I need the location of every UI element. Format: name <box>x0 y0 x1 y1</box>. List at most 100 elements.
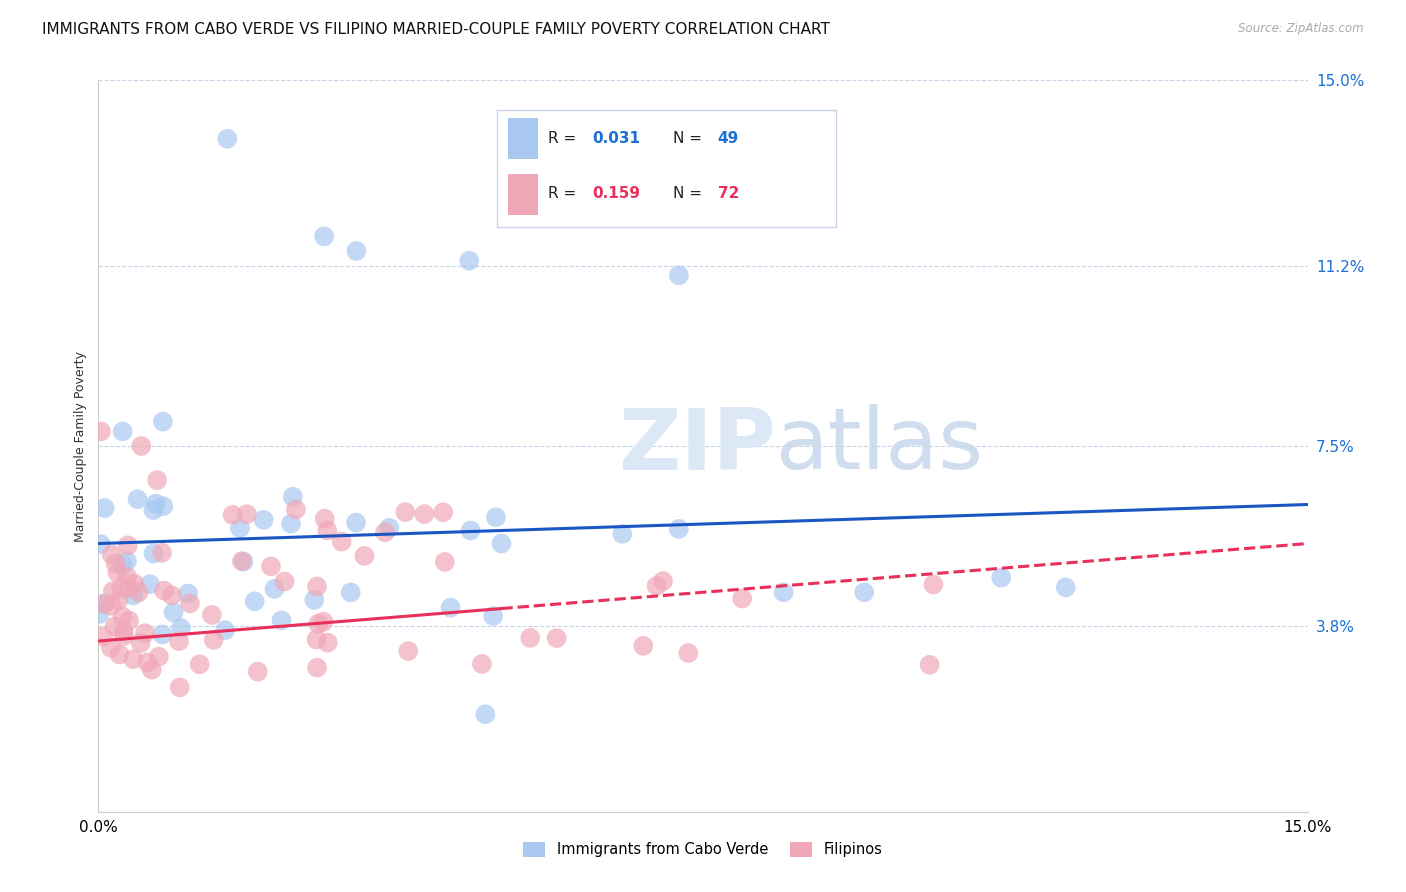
Point <box>152 499 174 513</box>
Point <box>231 554 253 568</box>
Point <box>374 525 396 540</box>
Point <box>652 574 675 588</box>
Point <box>280 516 302 531</box>
Point <box>91 630 114 644</box>
Point <box>115 554 138 568</box>
Point <box>344 244 367 258</box>
Point <box>122 589 145 603</box>
Point <box>260 559 283 574</box>
Point <box>304 593 326 607</box>
Point <box>612 526 634 541</box>
Point <box>232 555 254 569</box>
Point <box>990 571 1012 585</box>
Point <box>439 600 461 615</box>
Point <box>117 538 139 552</box>
Point <box>312 615 335 629</box>
Point <box>253 513 276 527</box>
Point <box>167 634 190 648</box>
Point <box>104 557 127 571</box>
Point <box>91 597 114 611</box>
Point <box>314 229 336 244</box>
Point <box>118 581 141 595</box>
Point <box>339 585 361 599</box>
Point <box>485 510 508 524</box>
Point <box>177 586 200 600</box>
Point <box>413 507 436 521</box>
Point <box>217 132 239 146</box>
Point <box>433 555 456 569</box>
Point <box>142 503 165 517</box>
Point <box>129 636 152 650</box>
Point <box>169 681 191 695</box>
Point <box>922 577 945 591</box>
Point <box>101 584 124 599</box>
Point <box>150 546 173 560</box>
Point <box>316 635 339 649</box>
Point <box>394 505 416 519</box>
Point <box>432 505 454 519</box>
Point <box>474 707 496 722</box>
Point <box>150 627 173 641</box>
Point <box>353 549 375 563</box>
Point <box>214 623 236 637</box>
Point <box>918 657 941 672</box>
Point <box>107 566 129 580</box>
Point <box>107 593 129 607</box>
Point <box>201 607 224 622</box>
Point <box>772 585 794 599</box>
Point <box>111 425 134 439</box>
Point <box>111 558 134 572</box>
Point <box>221 508 243 522</box>
Point <box>284 502 307 516</box>
Point <box>243 594 266 608</box>
Point <box>115 569 138 583</box>
Point <box>152 415 174 429</box>
Text: ZIP: ZIP <box>617 404 776 488</box>
Point <box>129 439 152 453</box>
Point <box>668 522 690 536</box>
Point <box>162 606 184 620</box>
Point <box>179 596 201 610</box>
Point <box>281 490 304 504</box>
Point <box>1054 581 1077 595</box>
Point <box>93 501 115 516</box>
Point <box>471 657 494 671</box>
Point <box>546 631 568 645</box>
Point <box>344 516 367 530</box>
Point <box>305 632 328 647</box>
Point <box>731 591 754 606</box>
Point <box>90 425 112 439</box>
Point <box>93 596 115 610</box>
Point <box>112 624 135 639</box>
Point <box>396 644 419 658</box>
Point <box>153 583 176 598</box>
Point <box>316 524 339 538</box>
Point <box>633 639 655 653</box>
Point <box>270 614 292 628</box>
Point <box>305 661 328 675</box>
Point <box>236 507 259 521</box>
Point <box>678 646 700 660</box>
Point <box>307 616 329 631</box>
Point <box>668 268 690 283</box>
Text: atlas: atlas <box>776 404 984 488</box>
Point <box>519 631 541 645</box>
Point <box>112 629 135 643</box>
Point <box>111 609 134 624</box>
Point <box>645 579 668 593</box>
Point <box>305 580 328 594</box>
Point <box>100 548 122 562</box>
Point <box>170 621 193 635</box>
Y-axis label: Married-Couple Family Poverty: Married-Couple Family Poverty <box>75 351 87 541</box>
Point <box>491 536 513 550</box>
Point <box>330 534 353 549</box>
Point <box>141 663 163 677</box>
Point <box>273 574 295 589</box>
Point <box>146 473 169 487</box>
Point <box>90 537 112 551</box>
Point <box>229 521 252 535</box>
Point <box>108 648 131 662</box>
Point <box>103 619 125 633</box>
Point <box>139 577 162 591</box>
Point <box>118 614 141 628</box>
